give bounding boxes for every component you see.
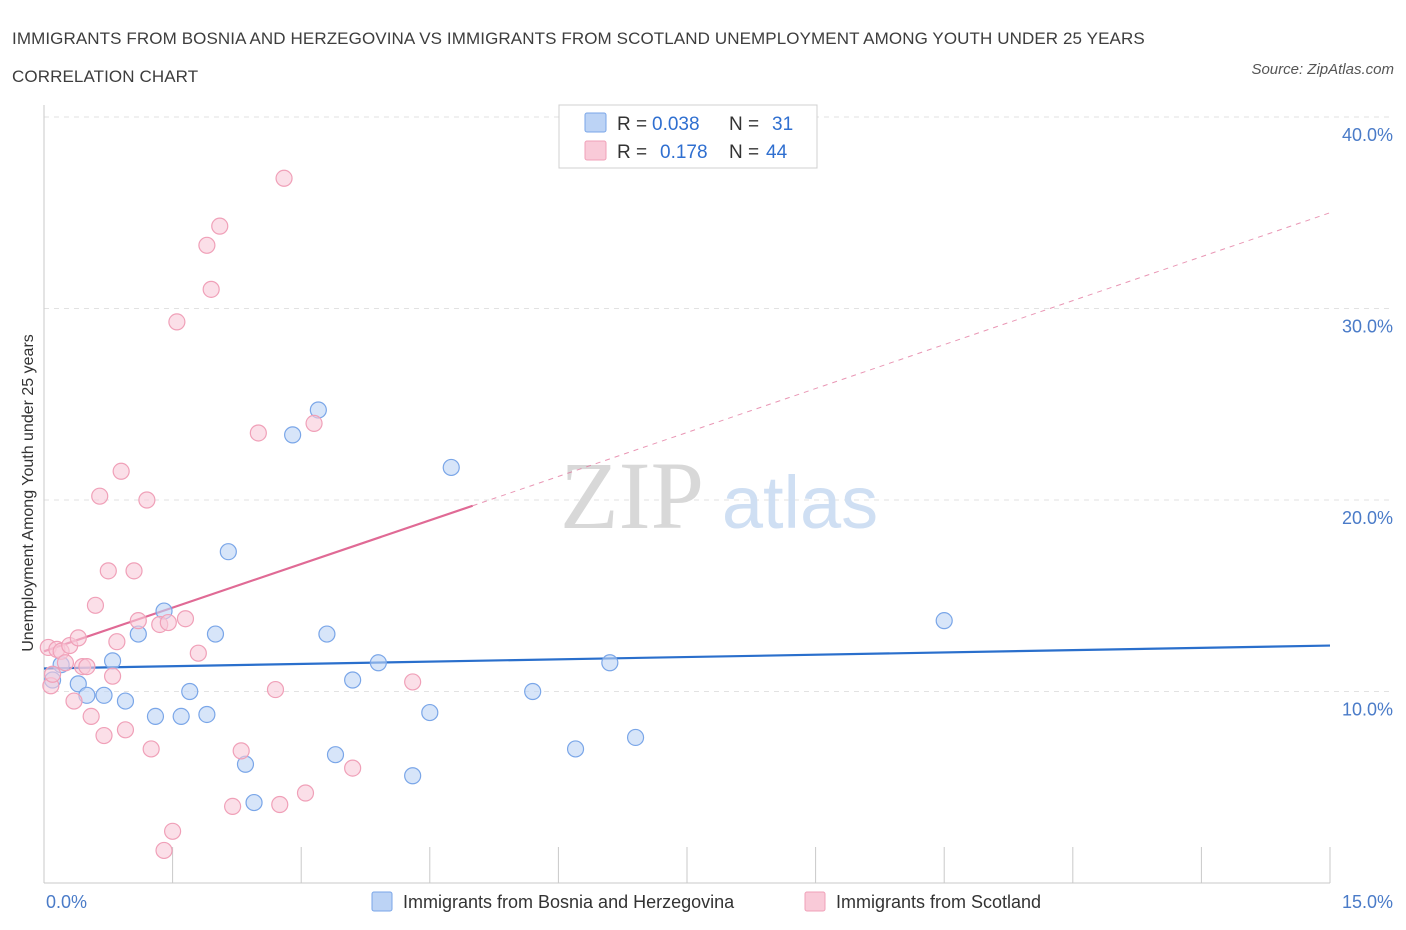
source-credit: Source: ZipAtlas.com (1251, 61, 1394, 78)
point-scotland (82, 707, 100, 725)
bottom-legend-label-scotland: Immigrants from Scotland (836, 892, 1041, 912)
point-bosnia (369, 654, 387, 672)
point-bosnia (146, 707, 165, 725)
point-scotland (305, 414, 323, 432)
legend-r-label-1: R = (617, 114, 647, 135)
point-bosnia (181, 682, 199, 701)
point-scotland (95, 726, 113, 745)
legend-n-label-1: N = (729, 114, 759, 135)
point-bosnia (404, 767, 422, 785)
point-scotland (275, 169, 293, 187)
correlation-legend: R = 0.038 N = 31 R = 0.178 N = 44 (558, 104, 818, 169)
point-bosnia (103, 652, 122, 670)
point-scotland (164, 822, 182, 840)
point-scotland (103, 667, 122, 685)
point-scotland (296, 784, 315, 802)
point-scotland (129, 612, 147, 630)
y-tick-labels: 10.0% 20.0% 30.0% 40.0% (1342, 125, 1393, 720)
point-scotland (344, 759, 362, 777)
point-bosnia (198, 705, 216, 724)
point-bosnia (935, 612, 953, 630)
point-scotland (56, 654, 75, 672)
point-bosnia (69, 675, 87, 693)
point-bosnia (219, 543, 237, 561)
point-scotland (138, 491, 156, 509)
point-bosnia (245, 793, 263, 812)
point-bosnia (95, 686, 113, 704)
legend-r-value-scotland: 0.178 (660, 142, 708, 163)
bottom-legend-swatch-bosnia (371, 891, 393, 912)
point-scotland (404, 673, 422, 691)
point-scotland (159, 613, 177, 632)
point-scotland (198, 236, 216, 254)
series-legend: Immigrants from Bosnia and Herzegovina I… (371, 891, 1041, 912)
trend-line-scotland (43, 504, 474, 653)
point-scotland (168, 313, 186, 331)
y-tick-label: 20.0% (1342, 508, 1393, 528)
point-scotland (116, 721, 135, 739)
point-scotland (211, 217, 229, 235)
point-scotland (112, 462, 130, 480)
point-bosnia (284, 426, 302, 444)
legend-n-value-bosnia: 31 (772, 114, 793, 135)
trend-lines (43, 212, 1331, 670)
point-scotland (108, 633, 126, 651)
legend-r-value-bosnia: 0.038 (652, 114, 700, 135)
point-scotland (249, 424, 267, 442)
point-bosnia (172, 707, 190, 725)
x-tick-label-min: 0.0% (46, 892, 87, 912)
y-tick-label: 30.0% (1342, 317, 1393, 337)
point-scotland (99, 562, 117, 580)
point-scotland (65, 692, 83, 710)
bottom-legend-swatch-scotland (804, 891, 826, 912)
point-scotland (43, 665, 62, 683)
point-bosnia (318, 625, 336, 643)
point-scotland (224, 797, 242, 816)
point-bosnia (442, 458, 460, 477)
point-scotland (155, 841, 173, 860)
point-scotland (69, 629, 87, 647)
point-bosnia (326, 746, 345, 764)
legend-swatch-bosnia (584, 112, 607, 133)
point-scotland (176, 610, 195, 628)
point-scotland (91, 487, 109, 505)
x-tick-label-max: 15.0% (1342, 892, 1393, 912)
legend-n-label-2: N = (729, 142, 759, 163)
point-bosnia (344, 671, 362, 689)
point-bosnia (116, 692, 135, 710)
point-bosnia (206, 625, 225, 643)
legend-r-label-2: R = (617, 142, 647, 163)
point-scotland (202, 280, 220, 298)
point-scotland (266, 680, 285, 699)
trend-line-bosnia (43, 644, 1331, 670)
watermark-zip: ZIP (560, 442, 704, 549)
point-scotland (271, 795, 289, 814)
point-scotland (125, 562, 143, 580)
point-bosnia (421, 703, 439, 722)
data-points (39, 169, 953, 860)
chart-title: IMMIGRANTS FROM BOSNIA AND HERZEGOVINA V… (12, 29, 1145, 86)
gridlines (44, 116, 1392, 692)
watermark-atlas: atlas (722, 461, 878, 544)
y-tick-label: 10.0% (1342, 700, 1393, 720)
point-scotland (86, 596, 105, 614)
legend-n-value-scotland: 44 (766, 142, 788, 163)
y-axis-label: Unemployment Among Youth under 25 years (20, 334, 37, 652)
y-tick-label: 40.0% (1342, 125, 1393, 145)
bottom-legend-label-bosnia: Immigrants from Bosnia and Herzegovina (403, 892, 735, 912)
trend-line-extension (472, 212, 1331, 507)
point-bosnia (601, 654, 619, 672)
x-tick-marks (172, 847, 1331, 883)
point-bosnia (524, 682, 542, 701)
point-scotland (232, 742, 250, 760)
legend-swatch-scotland (584, 140, 607, 161)
point-scotland (78, 658, 96, 676)
point-scotland (189, 644, 207, 662)
point-bosnia (626, 728, 645, 747)
point-bosnia (566, 740, 585, 758)
point-scotland (142, 740, 160, 758)
